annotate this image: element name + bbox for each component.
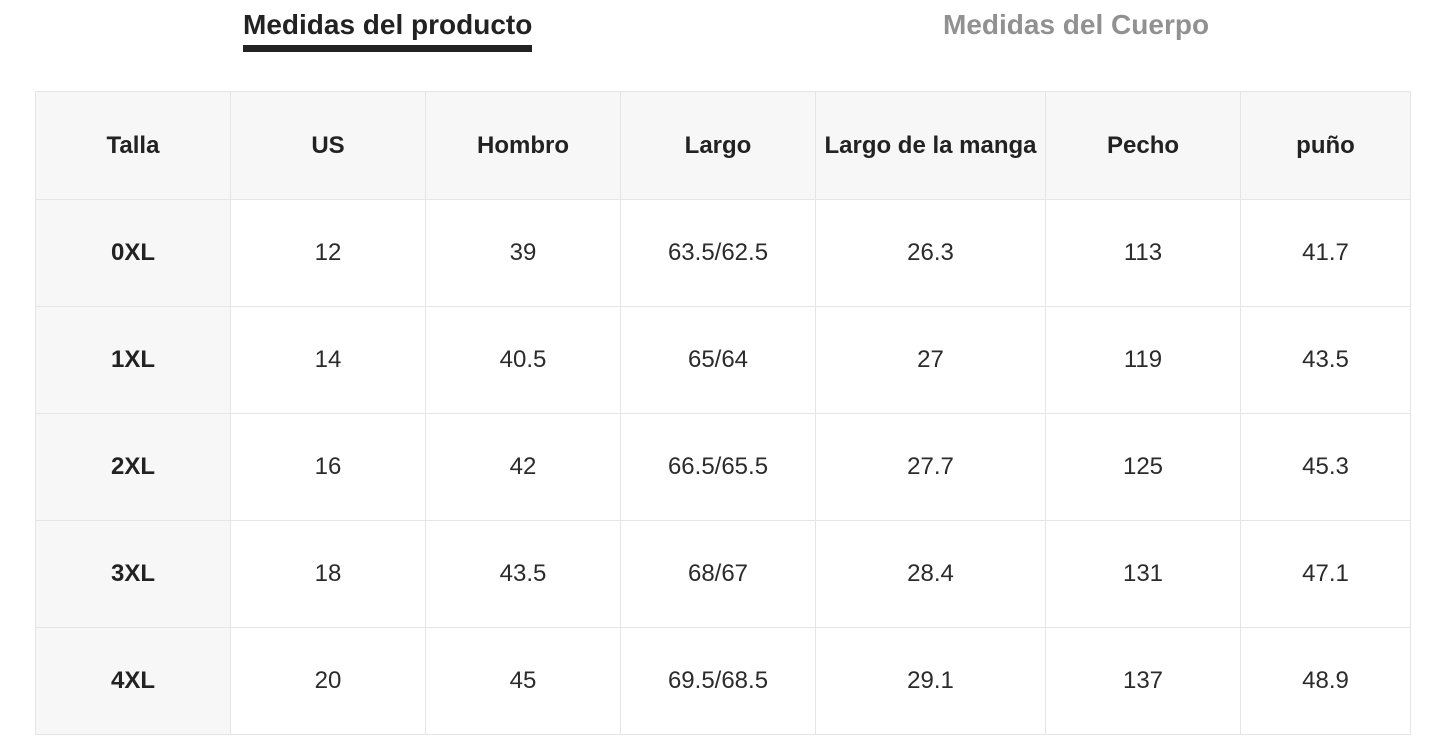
value-cell: 47.1	[1240, 520, 1411, 628]
size-cell: 1XL	[35, 306, 231, 414]
value-cell: 27.7	[815, 413, 1046, 521]
value-cell: 125	[1045, 413, 1241, 521]
value-cell: 27	[815, 306, 1046, 414]
value-cell: 131	[1045, 520, 1241, 628]
value-cell: 18	[230, 520, 426, 628]
column-header-talla: Talla	[35, 91, 231, 200]
tab-body-measurements[interactable]: Medidas del Cuerpo	[943, 9, 1209, 41]
value-cell: 16	[230, 413, 426, 521]
value-cell: 20	[230, 627, 426, 735]
tab-product-measurements-label: Medidas del producto	[243, 9, 533, 40]
value-cell: 68/67	[620, 520, 816, 628]
value-cell: 26.3	[815, 199, 1046, 307]
size-cell: 0XL	[35, 199, 231, 307]
value-cell: 43.5	[425, 520, 621, 628]
column-header-largo: Largo	[620, 91, 816, 200]
tab-product-measurements[interactable]: Medidas del producto	[243, 9, 533, 52]
value-cell: 119	[1045, 306, 1241, 414]
value-cell: 39	[425, 199, 621, 307]
value-cell: 14	[230, 306, 426, 414]
size-chart-tab-bar: Medidas del producto Medidas del Cuerpo	[0, 0, 1445, 91]
value-cell: 41.7	[1240, 199, 1411, 307]
table-row: 2XL 16 42 66.5/65.5 27.7 125 45.3	[35, 413, 1411, 521]
table-row: 4XL 20 45 69.5/68.5 29.1 137 48.9	[35, 627, 1411, 735]
column-header-us: US	[230, 91, 426, 200]
table-row: 1XL 14 40.5 65/64 27 119 43.5	[35, 306, 1411, 414]
value-cell: 66.5/65.5	[620, 413, 816, 521]
column-header-puno: puño	[1240, 91, 1411, 200]
value-cell: 69.5/68.5	[620, 627, 816, 735]
column-header-largo-manga: Largo de la manga	[815, 91, 1046, 200]
value-cell: 45	[425, 627, 621, 735]
value-cell: 43.5	[1240, 306, 1411, 414]
value-cell: 12	[230, 199, 426, 307]
value-cell: 28.4	[815, 520, 1046, 628]
value-cell: 45.3	[1240, 413, 1411, 521]
value-cell: 48.9	[1240, 627, 1411, 735]
table-row: 0XL 12 39 63.5/62.5 26.3 113 41.7	[35, 199, 1411, 307]
value-cell: 65/64	[620, 306, 816, 414]
column-header-hombro: Hombro	[425, 91, 621, 200]
size-cell: 3XL	[35, 520, 231, 628]
tab-body-measurements-label: Medidas del Cuerpo	[943, 9, 1210, 40]
active-tab-underline	[243, 45, 533, 52]
value-cell: 42	[425, 413, 621, 521]
value-cell: 29.1	[815, 627, 1046, 735]
value-cell: 40.5	[425, 306, 621, 414]
value-cell: 113	[1045, 199, 1241, 307]
value-cell: 63.5/62.5	[620, 199, 816, 307]
value-cell: 137	[1045, 627, 1241, 735]
column-header-pecho: Pecho	[1045, 91, 1241, 200]
header-row: Talla US Hombro Largo Largo de la manga …	[35, 91, 1411, 200]
size-cell: 2XL	[35, 413, 231, 521]
size-cell: 4XL	[35, 627, 231, 735]
size-chart-table: Talla US Hombro Largo Largo de la manga …	[35, 91, 1411, 735]
table-row: 3XL 18 43.5 68/67 28.4 131 47.1	[35, 520, 1411, 628]
